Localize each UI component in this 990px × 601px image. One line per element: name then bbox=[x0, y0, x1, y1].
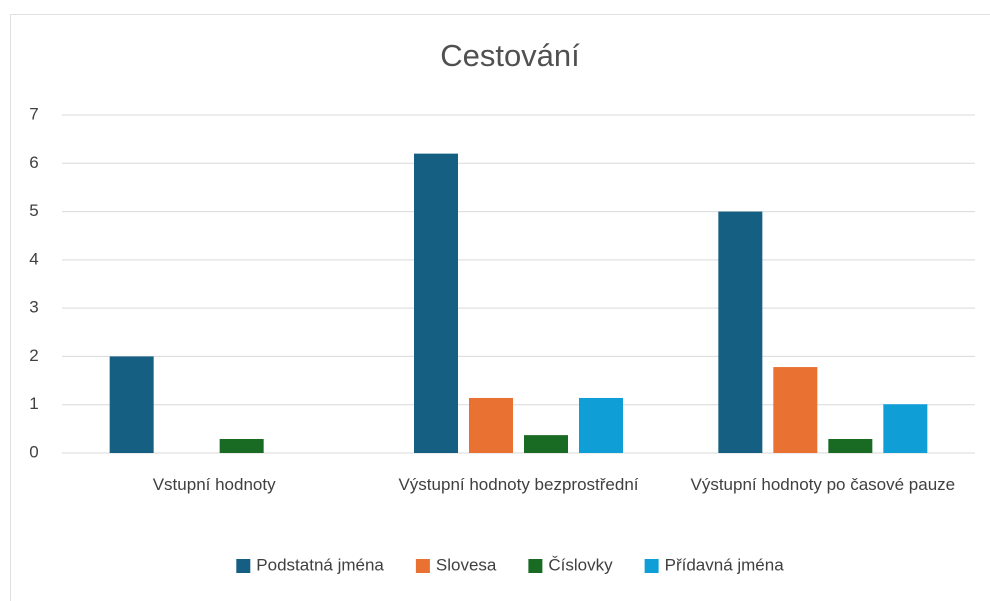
bar bbox=[828, 438, 873, 453]
y-tick-label: 7 bbox=[29, 104, 38, 123]
y-tick-label: 3 bbox=[29, 298, 38, 317]
bar bbox=[469, 397, 513, 453]
y-tick-label: 1 bbox=[29, 394, 38, 413]
x-tick-label: Výstupní hodnoty po časové pauze bbox=[691, 475, 956, 494]
bar bbox=[109, 356, 154, 453]
bar bbox=[718, 211, 763, 453]
y-tick-label: 6 bbox=[29, 153, 38, 172]
legend-label: Číslovky bbox=[548, 555, 613, 574]
legend-swatch bbox=[644, 559, 659, 573]
chart-title: Cestování bbox=[440, 38, 580, 73]
y-tick-label: 5 bbox=[29, 201, 38, 220]
legend-label: Slovesa bbox=[436, 555, 497, 574]
bar bbox=[883, 404, 928, 453]
legend-swatch bbox=[415, 559, 430, 573]
chart-frame bbox=[10, 14, 990, 601]
bar bbox=[219, 438, 264, 453]
legend-label: Podstatná jména bbox=[256, 555, 384, 574]
bar bbox=[579, 397, 623, 453]
y-tick-label: 4 bbox=[29, 249, 38, 268]
x-tick-label: Vstupní hodnoty bbox=[153, 475, 276, 494]
bar bbox=[524, 435, 568, 453]
y-tick-label: 2 bbox=[29, 346, 38, 365]
y-tick-label: 0 bbox=[29, 442, 38, 461]
bar bbox=[414, 153, 458, 453]
legend-label: Přídavná jména bbox=[665, 555, 785, 574]
legend-swatch bbox=[528, 559, 543, 573]
x-tick-label: Výstupní hodnoty bezprostřední bbox=[398, 475, 638, 494]
legend-swatch bbox=[236, 559, 251, 573]
bar bbox=[773, 367, 818, 453]
